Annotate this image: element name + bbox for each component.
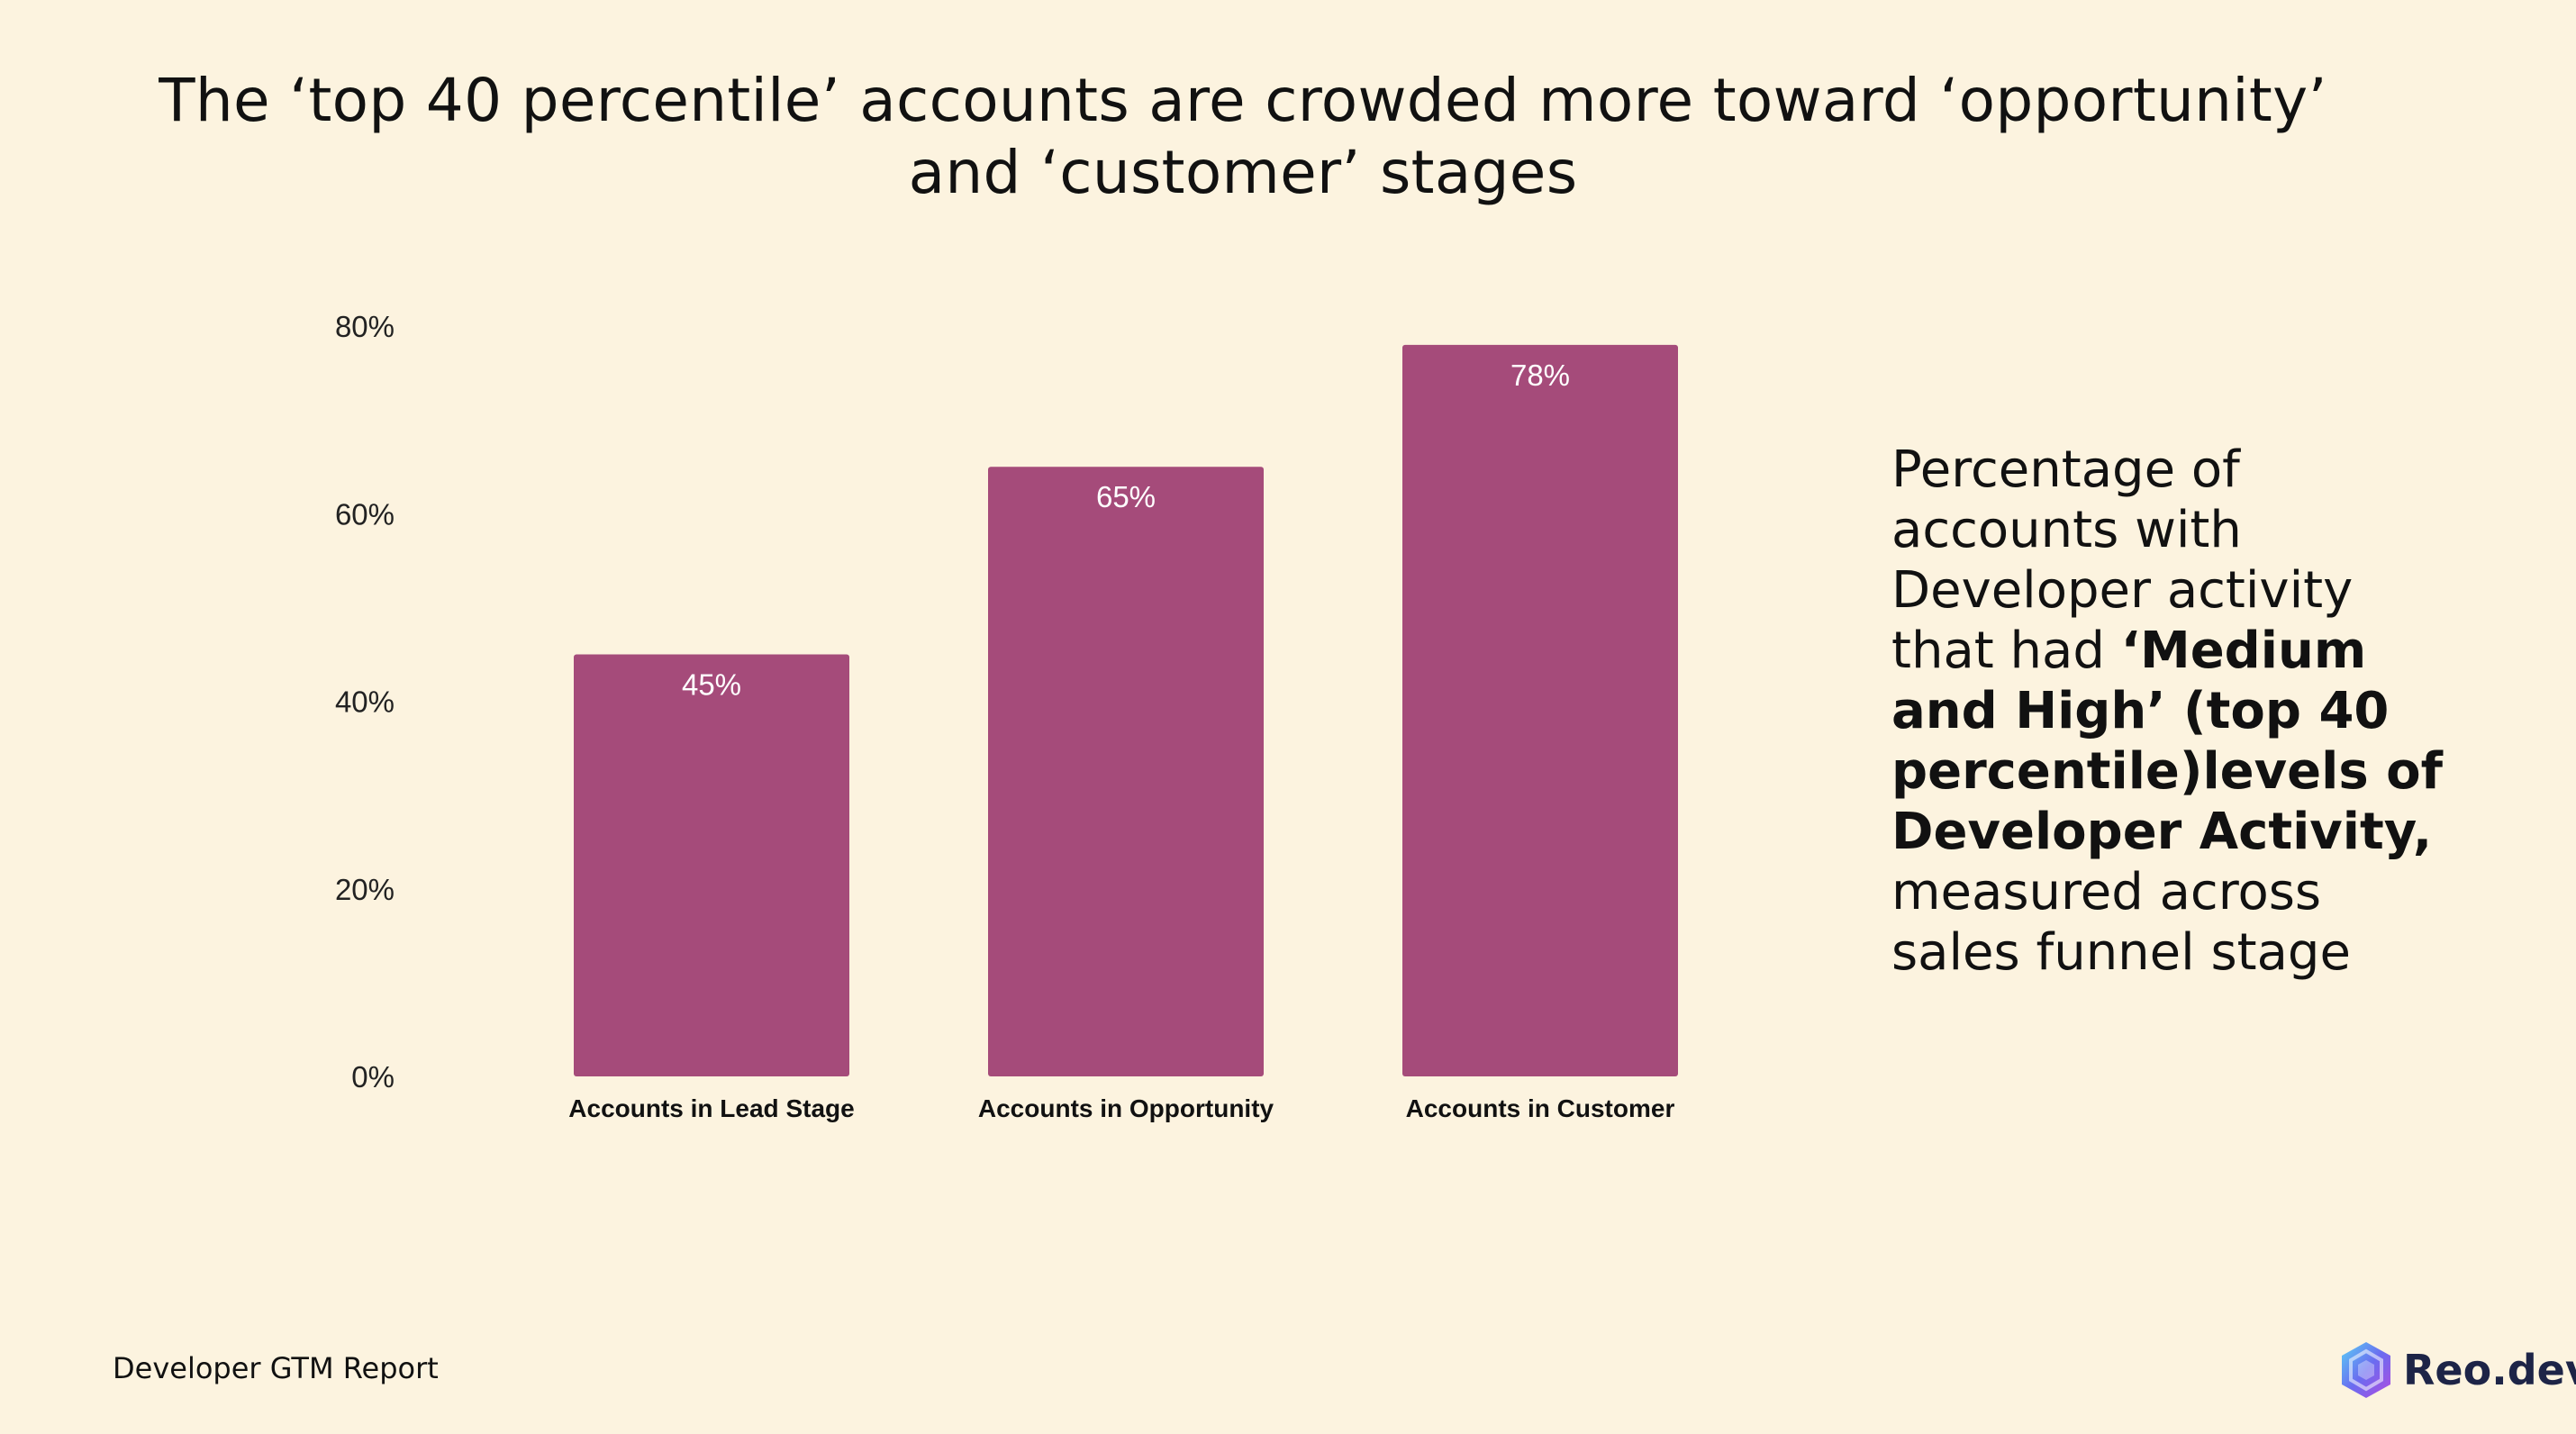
y-tick-label: 60% bbox=[335, 497, 395, 531]
report-name: Developer GTM Report bbox=[113, 1351, 439, 1385]
x-category-label: Accounts in Lead Stage bbox=[568, 1094, 854, 1122]
bar-data-label: 65% bbox=[1096, 480, 1156, 513]
slide-title: The ‘top 40 percentile’ accounts are cro… bbox=[159, 66, 2327, 207]
description-text-bold: ‘Medium and High’ (top 40 percentile)lev… bbox=[1891, 622, 2443, 861]
y-tick-label: 80% bbox=[335, 310, 395, 343]
bar bbox=[988, 467, 1264, 1076]
brand-name: Reo.dev bbox=[2403, 1346, 2576, 1394]
description-text-part1: Percentage of accounts with Developer ac… bbox=[1891, 440, 2354, 680]
x-category-label: Accounts in Customer bbox=[1406, 1094, 1675, 1122]
chart-description: Percentage of accounts with Developer ac… bbox=[1891, 440, 2450, 983]
bar-chart: 0% 20% 40% 60% 80% 45% Accounts in Lead Stage 6… bbox=[335, 310, 1678, 1122]
bar-data-label: 45% bbox=[682, 667, 741, 701]
y-tick-label: 0% bbox=[351, 1060, 395, 1094]
y-tick-label: 20% bbox=[335, 873, 395, 906]
description-text-part2: measured across sales funnel stage bbox=[1891, 863, 2351, 982]
bar bbox=[1402, 344, 1678, 1076]
brand-logo: Reo.dev bbox=[2338, 1340, 2576, 1400]
reo-hexagon-logo-icon bbox=[2342, 1342, 2390, 1398]
x-category-label: Accounts in Opportunity bbox=[978, 1094, 1274, 1122]
bar bbox=[574, 654, 849, 1076]
y-tick-label: 40% bbox=[335, 685, 395, 719]
bar-data-label: 78% bbox=[1510, 358, 1570, 392]
